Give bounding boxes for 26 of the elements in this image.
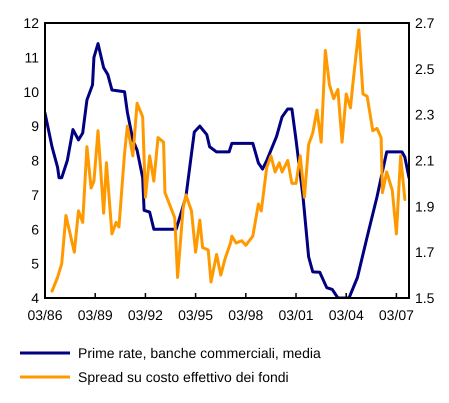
x-tick-label: 03/86 [27, 307, 63, 323]
y-tick-label: 9 [31, 118, 40, 134]
y-tick-label: 12 [23, 15, 40, 31]
x-tick-label: 03/04 [328, 307, 364, 323]
legend-label: Prime rate, banche commerciali, media [78, 345, 321, 361]
legend-label: Spread su costo effettivo dei fondi [78, 369, 289, 385]
y2-tick-label: 1.9 [415, 198, 435, 214]
y2-tick-label: 2.7 [415, 15, 435, 31]
y2-tick-label: 1.7 [415, 244, 435, 260]
x-tick-label: 03/92 [128, 307, 164, 323]
y2-tick-label: 1.5 [415, 290, 435, 306]
x-tick-label: 03/89 [78, 307, 113, 323]
y-tick-label: 5 [31, 256, 40, 272]
x-tick-label: 03/07 [378, 307, 414, 323]
x-tick-label: 03/01 [278, 307, 314, 323]
x-tick-label: 03/98 [228, 307, 264, 323]
y2-tick-label: 2.3 [415, 106, 435, 123]
y-tick-label: 8 [31, 152, 40, 168]
y-tick-label: 4 [31, 290, 40, 306]
y-tick-label: 7 [31, 186, 40, 203]
y2-tick-label: 2.1 [415, 152, 435, 168]
y-tick-label: 10 [23, 84, 40, 100]
x-tick-label: 03/95 [178, 307, 214, 323]
y-tick-label: 6 [31, 221, 40, 238]
y2-tick-label: 2.5 [415, 60, 435, 77]
y-tick-label: 11 [24, 49, 40, 66]
